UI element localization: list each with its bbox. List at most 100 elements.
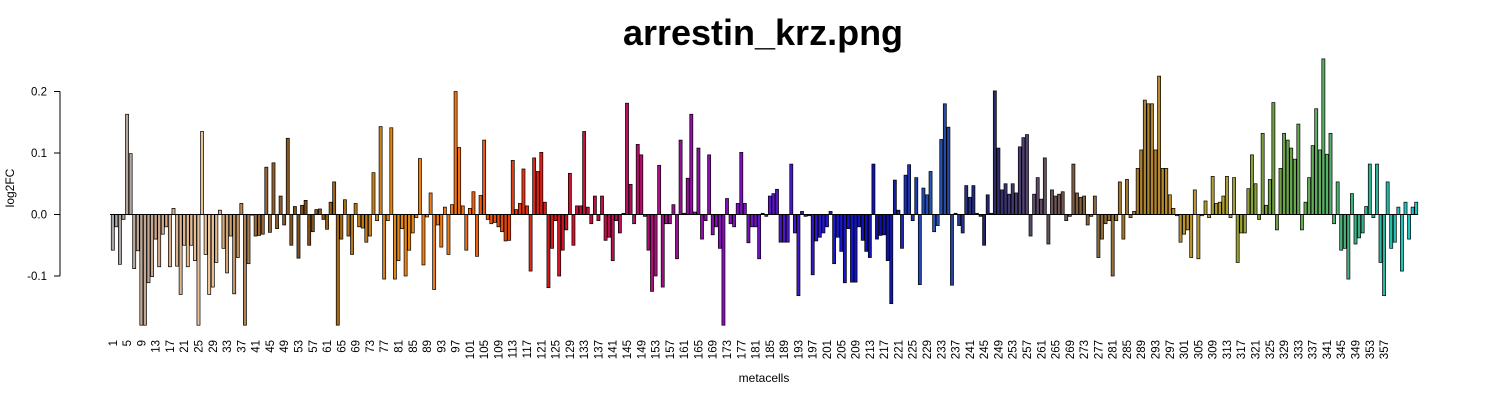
bar — [1025, 134, 1029, 215]
bar — [525, 205, 529, 215]
bar — [1225, 176, 1229, 215]
bar — [482, 139, 487, 215]
x-tick-label: 105 — [479, 340, 491, 359]
bar — [243, 214, 247, 326]
bar — [1096, 214, 1101, 258]
bar — [239, 203, 244, 215]
bar — [1375, 163, 1379, 215]
bar — [1167, 194, 1172, 215]
bar — [1292, 158, 1297, 215]
x-tick-label: 153 — [651, 340, 663, 359]
bar — [253, 214, 258, 237]
x-tick-label: 345 — [1336, 340, 1348, 359]
bar — [150, 214, 154, 277]
bar — [992, 90, 997, 215]
x-tick-label: 165 — [693, 340, 705, 359]
bar — [346, 214, 351, 237]
bar — [468, 208, 472, 215]
bar — [771, 193, 776, 215]
x-tick-label: 149 — [636, 340, 648, 359]
x-tick-label: 81 — [393, 340, 405, 353]
x-tick-label: 65 — [336, 340, 348, 353]
x-tick-label: 193 — [793, 340, 805, 359]
bar — [782, 214, 787, 243]
bar — [600, 195, 604, 215]
bar — [817, 214, 822, 238]
bar — [357, 214, 362, 228]
bar — [557, 214, 562, 277]
x-tick-label: 93 — [436, 340, 448, 353]
x-tick-label: 261 — [1036, 340, 1048, 359]
bar — [1014, 192, 1019, 215]
bar — [653, 214, 658, 277]
bar — [214, 214, 219, 263]
x-tick-label: 197 — [808, 340, 820, 359]
bar — [767, 195, 772, 215]
x-tick-label: 145 — [622, 340, 634, 359]
x-tick-label: 329 — [1279, 340, 1291, 359]
bar — [778, 214, 783, 243]
bar — [196, 214, 201, 326]
bar — [685, 177, 690, 215]
bar — [832, 214, 837, 265]
bar — [610, 214, 615, 261]
bar — [393, 214, 397, 280]
bar — [432, 214, 437, 290]
bar — [932, 214, 937, 233]
x-tick-label: 137 — [593, 340, 605, 359]
bar — [457, 147, 462, 215]
bar — [550, 214, 554, 249]
x-tick-label: 1 — [108, 340, 120, 346]
x-tick-label: 229 — [922, 340, 934, 359]
bar — [896, 209, 901, 215]
bar — [1296, 123, 1301, 215]
x-tick-label: 173 — [722, 340, 734, 359]
bar — [696, 147, 701, 215]
x-tick-label: 113 — [508, 340, 520, 358]
bar — [1378, 214, 1383, 263]
x-tick-label: 313 — [1222, 340, 1234, 359]
bar — [232, 214, 237, 295]
x-tick-label: 49 — [279, 340, 291, 353]
bar — [910, 214, 915, 222]
bar — [1039, 198, 1044, 215]
bar — [1203, 200, 1208, 215]
bar — [939, 139, 944, 215]
bar — [632, 214, 637, 225]
bar — [360, 214, 365, 229]
bar — [189, 214, 194, 246]
bar — [792, 214, 797, 234]
bar — [846, 214, 851, 229]
x-tick-label: 157 — [665, 340, 677, 359]
bar — [1232, 177, 1236, 215]
x-tick-label: 225 — [908, 340, 920, 359]
bar — [589, 214, 594, 225]
bar — [1307, 177, 1311, 215]
bar — [410, 214, 415, 234]
x-tick-label: 125 — [551, 340, 563, 359]
bar — [1157, 75, 1161, 215]
bar — [485, 214, 490, 220]
bar — [1300, 214, 1304, 231]
bar — [1285, 139, 1290, 215]
bar — [825, 214, 829, 228]
bar — [1264, 204, 1269, 215]
bar — [1021, 137, 1026, 215]
bar — [339, 214, 344, 240]
x-tick-label: 13 — [151, 340, 163, 353]
x-tick-label: 349 — [1351, 340, 1363, 359]
x-tick-label: 209 — [851, 340, 863, 359]
bar — [1139, 149, 1144, 215]
bar — [578, 205, 583, 215]
bars — [110, 58, 1419, 326]
x-tick-label: 301 — [1179, 340, 1191, 359]
bar — [1239, 214, 1244, 234]
bar — [314, 209, 319, 215]
bar — [900, 214, 904, 249]
bar — [532, 157, 537, 215]
bar — [710, 214, 715, 236]
bar — [603, 214, 608, 241]
bar — [657, 164, 662, 215]
bar — [835, 214, 840, 238]
bar — [1385, 181, 1390, 215]
